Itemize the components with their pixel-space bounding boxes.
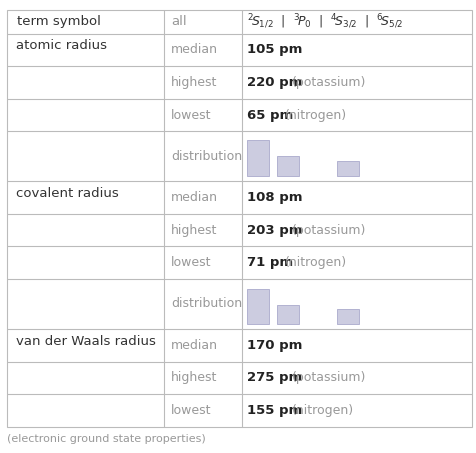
Text: $^2\!S_{1/2}$  |  $^3\!P_0$  |  $^4\!S_{3/2}$  |  $^6\!S_{5/2}$: $^2\!S_{1/2}$ | $^3\!P_0$ | $^4\!S_{3/2}…	[247, 13, 403, 31]
Text: van der Waals radius: van der Waals radius	[15, 335, 155, 348]
Text: covalent radius: covalent radius	[15, 187, 118, 200]
Text: lowest: lowest	[171, 404, 211, 417]
Text: all: all	[171, 15, 187, 28]
Text: term symbol: term symbol	[17, 15, 100, 28]
Bar	[277, 305, 298, 324]
Text: (potassium): (potassium)	[291, 224, 366, 236]
Text: highest: highest	[171, 371, 217, 384]
Text: (nitrogen): (nitrogen)	[285, 109, 347, 121]
Text: distribution: distribution	[171, 150, 242, 163]
Bar	[277, 155, 298, 176]
Text: (nitrogen): (nitrogen)	[285, 256, 347, 269]
Text: (electronic ground state properties): (electronic ground state properties)	[7, 434, 205, 444]
Text: atomic radius: atomic radius	[15, 39, 106, 53]
Text: (potassium): (potassium)	[291, 371, 366, 384]
Text: median: median	[171, 339, 218, 352]
Text: 203 pm: 203 pm	[247, 224, 302, 236]
Text: lowest: lowest	[171, 256, 211, 269]
Bar	[247, 140, 269, 176]
Text: (potassium): (potassium)	[291, 76, 366, 89]
Text: 105 pm: 105 pm	[247, 43, 302, 56]
Text: median: median	[171, 191, 218, 204]
Text: 71 pm: 71 pm	[247, 256, 293, 269]
Text: highest: highest	[171, 76, 217, 89]
Bar	[247, 289, 269, 324]
Text: 170 pm: 170 pm	[247, 339, 302, 352]
Text: lowest: lowest	[171, 109, 211, 121]
Bar	[336, 309, 358, 324]
Bar	[336, 161, 358, 176]
Text: 65 pm: 65 pm	[247, 109, 293, 121]
Text: (nitrogen): (nitrogen)	[291, 404, 354, 417]
Text: 275 pm: 275 pm	[247, 371, 302, 384]
Text: median: median	[171, 43, 218, 56]
Text: distribution: distribution	[171, 298, 242, 310]
Text: 220 pm: 220 pm	[247, 76, 302, 89]
Text: 108 pm: 108 pm	[247, 191, 302, 204]
Text: 155 pm: 155 pm	[247, 404, 302, 417]
Text: highest: highest	[171, 224, 217, 236]
